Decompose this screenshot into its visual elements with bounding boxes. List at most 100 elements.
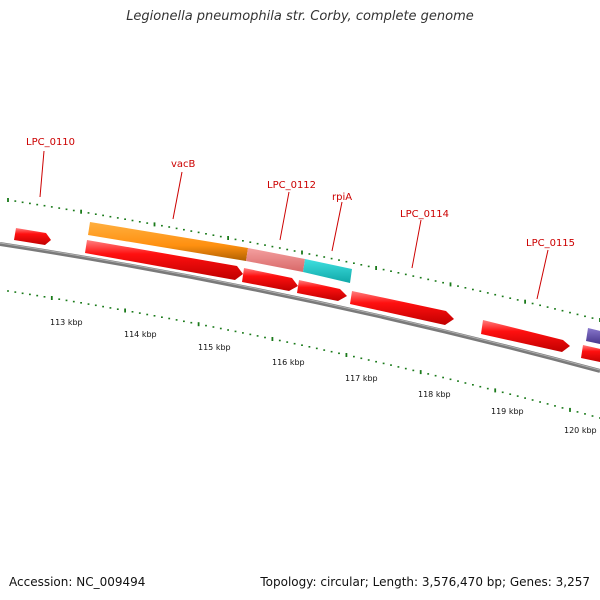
minor-tick bbox=[80, 302, 82, 304]
minor-tick bbox=[43, 204, 46, 207]
minor-tick bbox=[146, 222, 149, 224]
minor-tick bbox=[472, 384, 474, 386]
gene-label: vacB bbox=[171, 159, 196, 170]
minor-tick bbox=[7, 290, 9, 292]
minor-tick bbox=[21, 292, 24, 295]
minor-tick bbox=[546, 403, 549, 405]
minor-tick bbox=[539, 304, 541, 307]
minor-tick bbox=[516, 395, 519, 397]
ruler-labels: 113 kbp 114 kbp 115 kbp 116 kbp 117 kbp … bbox=[50, 318, 597, 435]
minor-tick bbox=[360, 357, 363, 360]
minor-tick bbox=[29, 293, 31, 296]
minor-tick bbox=[584, 413, 586, 415]
minor-tick bbox=[353, 262, 355, 264]
minor-tick bbox=[434, 280, 437, 282]
minor-tick bbox=[554, 308, 556, 310]
minor-tick bbox=[308, 253, 311, 255]
minor-tick bbox=[249, 333, 252, 336]
minor-tick bbox=[197, 231, 200, 234]
minor-tick bbox=[293, 250, 296, 252]
minor-tick bbox=[554, 405, 556, 407]
minor-tick bbox=[212, 234, 215, 236]
minor-tick bbox=[242, 240, 244, 242]
minor-tick bbox=[382, 268, 385, 271]
major-tick bbox=[271, 337, 274, 341]
major-tick bbox=[50, 296, 53, 300]
minor-tick bbox=[486, 387, 489, 390]
minor-tick bbox=[315, 347, 318, 350]
minor-tick bbox=[315, 254, 318, 257]
minor-tick bbox=[58, 207, 61, 209]
minor-tick bbox=[102, 305, 104, 308]
feature-row-lower bbox=[85, 240, 600, 362]
minor-tick bbox=[138, 312, 141, 314]
minor-tick bbox=[301, 344, 303, 346]
minor-tick bbox=[168, 226, 171, 228]
other-feature bbox=[586, 328, 600, 344]
minor-tick bbox=[390, 364, 392, 366]
minor-tick bbox=[109, 215, 112, 218]
gene-label: LPC_0114 bbox=[400, 209, 449, 220]
minor-tick bbox=[256, 242, 259, 245]
minor-tick bbox=[14, 291, 17, 293]
minor-tick bbox=[102, 214, 104, 217]
minor-tick bbox=[382, 362, 385, 365]
minor-tick bbox=[116, 308, 119, 310]
minor-tick bbox=[175, 319, 178, 321]
minor-tick bbox=[131, 311, 134, 313]
minor-tick bbox=[390, 270, 392, 272]
minor-tick bbox=[138, 221, 141, 223]
minor-tick bbox=[531, 302, 534, 305]
minor-tick bbox=[278, 247, 281, 249]
minor-tick bbox=[539, 401, 541, 403]
minor-tick bbox=[271, 245, 274, 248]
major-tick bbox=[524, 299, 526, 304]
minor-tick bbox=[494, 293, 497, 296]
feature-row-upper bbox=[14, 222, 352, 283]
minor-tick bbox=[219, 327, 222, 330]
minor-tick bbox=[338, 352, 340, 355]
map-title: Legionella pneumophila str. Corby, compl… bbox=[126, 9, 474, 24]
major-tick bbox=[494, 388, 497, 393]
minor-tick bbox=[375, 360, 377, 363]
minor-tick bbox=[591, 317, 594, 319]
lpc0110-cds-upper bbox=[14, 228, 51, 245]
minor-tick bbox=[546, 306, 549, 308]
backbone bbox=[0, 242, 600, 373]
ruler-label: 115 kbp bbox=[198, 343, 231, 352]
minor-tick bbox=[427, 373, 430, 375]
ruler-label: 119 kbp bbox=[491, 407, 524, 416]
minor-tick bbox=[36, 203, 39, 206]
next-cds bbox=[581, 345, 600, 362]
ruler-label: 116 kbp bbox=[272, 358, 305, 367]
ruler-label: 117 kbp bbox=[345, 374, 378, 383]
minor-tick bbox=[457, 380, 459, 382]
minor-tick bbox=[242, 332, 244, 334]
gene-label: LPC_0112 bbox=[267, 180, 316, 191]
minor-tick bbox=[36, 294, 39, 297]
minor-tick bbox=[190, 321, 193, 324]
minor-tick bbox=[278, 339, 281, 342]
minor-tick bbox=[486, 292, 489, 294]
accession-text: Accession: NC_009494 bbox=[9, 575, 146, 589]
minor-tick bbox=[367, 359, 370, 361]
minor-tick bbox=[190, 230, 193, 232]
minor-tick bbox=[205, 324, 207, 327]
ruler-label: 120 kbp bbox=[564, 426, 597, 435]
minor-tick bbox=[94, 213, 97, 215]
minor-tick bbox=[234, 238, 237, 241]
minor-tick bbox=[516, 299, 519, 301]
major-tick bbox=[227, 236, 229, 240]
major-tick bbox=[80, 209, 82, 214]
minor-tick bbox=[227, 329, 229, 331]
lpc0114-cds bbox=[350, 291, 454, 325]
major-tick bbox=[569, 407, 571, 412]
minor-tick bbox=[168, 317, 171, 320]
lpc0115-cds bbox=[481, 320, 570, 352]
minor-tick bbox=[249, 241, 252, 243]
minor-tick bbox=[94, 304, 97, 307]
minor-tick bbox=[286, 341, 289, 343]
major-tick bbox=[124, 308, 126, 313]
lpc0112-cds bbox=[242, 268, 298, 291]
